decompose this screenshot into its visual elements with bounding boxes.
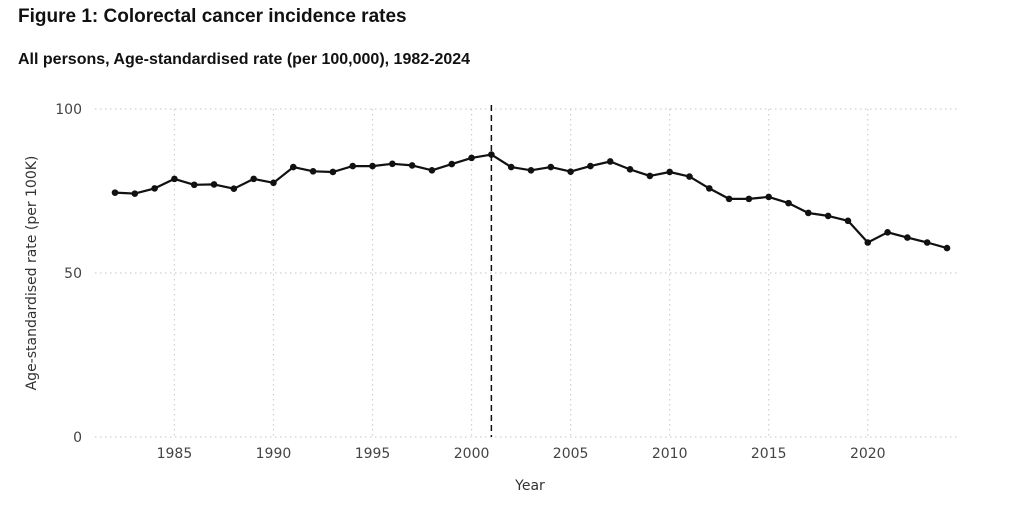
data-point bbox=[250, 175, 257, 183]
data-point bbox=[408, 162, 416, 169]
x-tick-label: 2005 bbox=[553, 446, 589, 462]
data-point bbox=[824, 212, 832, 220]
data-point bbox=[705, 185, 713, 192]
data-point bbox=[567, 168, 574, 175]
data-point bbox=[884, 229, 891, 236]
data-point bbox=[646, 172, 654, 180]
data-point bbox=[765, 193, 773, 201]
data-point bbox=[507, 163, 515, 171]
gridlines bbox=[95, 108, 957, 438]
data-point bbox=[349, 162, 357, 170]
data-point bbox=[844, 217, 852, 225]
chart-subtitle: All persons, Age-standardised rate (per … bbox=[18, 51, 471, 68]
x-tick-label: 2020 bbox=[850, 446, 886, 462]
data-point bbox=[389, 160, 396, 168]
data-point bbox=[171, 175, 178, 183]
data-point bbox=[547, 163, 555, 171]
data-point bbox=[805, 209, 812, 217]
x-tick-label: 1985 bbox=[157, 446, 193, 462]
data-point bbox=[131, 190, 139, 197]
data-point bbox=[606, 158, 614, 165]
series-group bbox=[111, 151, 951, 252]
y-axis-ticks: 0 50 100 bbox=[55, 102, 82, 446]
y-tick-label: 0 bbox=[73, 430, 82, 446]
data-point bbox=[686, 173, 693, 180]
x-tick-label: 2010 bbox=[652, 446, 688, 462]
y-tick-label: 50 bbox=[64, 266, 82, 282]
data-point bbox=[309, 168, 317, 175]
data-point bbox=[468, 154, 475, 162]
data-point bbox=[904, 234, 911, 241]
x-tick-label: 1990 bbox=[256, 446, 292, 462]
x-axis-ticks: 1985 1990 1995 2000 2005 2010 2015 2020 bbox=[157, 446, 886, 462]
data-point bbox=[785, 199, 792, 207]
data-point bbox=[270, 179, 277, 187]
data-point bbox=[527, 167, 535, 174]
x-axis-label: Year bbox=[514, 478, 545, 494]
data-point bbox=[329, 168, 337, 176]
data-point bbox=[369, 162, 376, 170]
data-point bbox=[923, 239, 931, 246]
x-tick-label: 2015 bbox=[751, 446, 787, 462]
data-point bbox=[230, 185, 238, 193]
data-point bbox=[190, 181, 198, 189]
chart-title: Figure 1: Colorectal cancer incidence ra… bbox=[18, 6, 407, 27]
data-point bbox=[626, 166, 634, 173]
data-point bbox=[210, 181, 218, 188]
data-point bbox=[111, 189, 119, 196]
data-point bbox=[428, 167, 436, 174]
data-point bbox=[943, 244, 951, 252]
x-tick-label: 2000 bbox=[454, 446, 490, 462]
data-point bbox=[289, 163, 297, 171]
x-tick-label: 1995 bbox=[355, 446, 391, 462]
data-point bbox=[488, 151, 495, 158]
data-point bbox=[587, 162, 594, 170]
data-point bbox=[448, 160, 456, 168]
data-point bbox=[666, 168, 673, 176]
data-point bbox=[725, 195, 733, 203]
y-tick-label: 100 bbox=[55, 102, 82, 118]
y-axis-label: Age-standardised rate (per 100K) bbox=[24, 156, 40, 391]
data-point bbox=[745, 195, 753, 203]
data-point bbox=[151, 185, 158, 192]
data-point bbox=[864, 239, 872, 246]
